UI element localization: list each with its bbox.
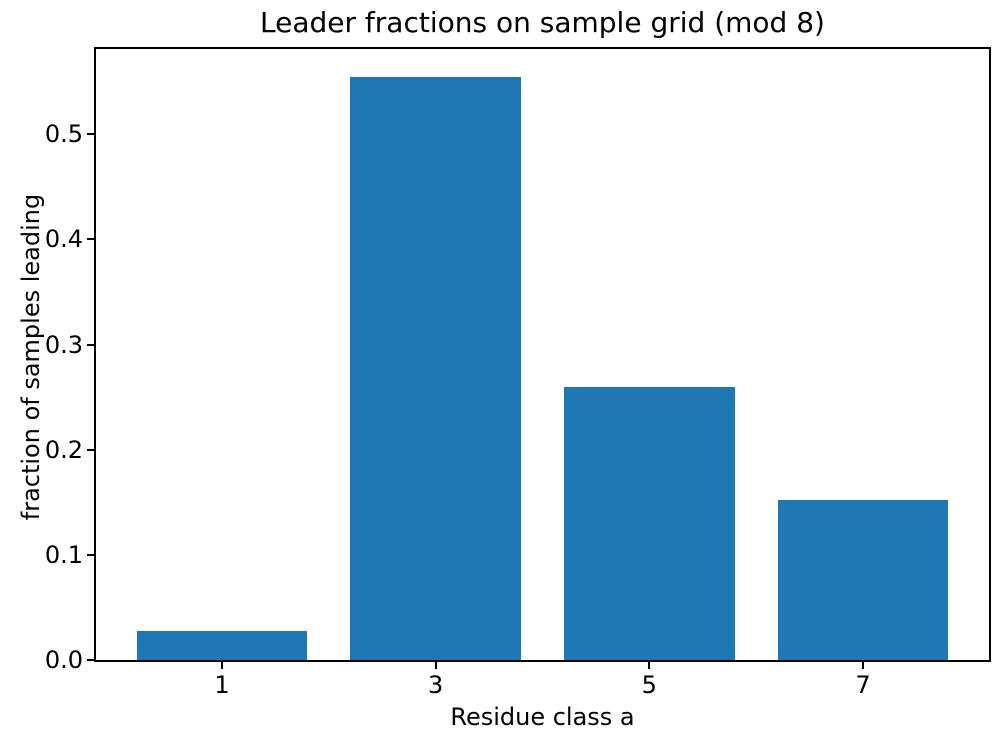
x-tick-label: 7	[855, 671, 871, 699]
x-tick-mark	[434, 662, 437, 669]
y-tick-mark	[87, 343, 94, 346]
y-tick-label: 0.3	[44, 330, 83, 359]
x-tick-mark	[861, 662, 864, 669]
x-tick-label: 5	[641, 671, 657, 699]
bar-residue-1	[136, 630, 308, 660]
x-axis: 1 3 5 7	[96, 49, 989, 697]
bar-residue-3	[350, 77, 522, 660]
chart-title: Leader fractions on sample grid (mod 8)	[260, 6, 825, 39]
bar-residue-7	[777, 500, 949, 660]
y-tick-mark	[87, 238, 94, 241]
y-axis-label: fraction of samples leading	[17, 193, 45, 521]
y-tick-mark	[87, 133, 94, 136]
bar-residue-5	[563, 386, 735, 660]
x-axis-label: Residue class a	[450, 703, 635, 731]
x-tick-mark	[648, 662, 651, 669]
y-tick-mark	[87, 659, 94, 661]
x-tick-mark	[221, 662, 224, 669]
y-tick-label: 0.1	[44, 540, 83, 569]
y-tick-label: 0.4	[44, 225, 83, 254]
y-tick-label: 0.0	[44, 646, 83, 674]
x-tick-label: 1	[214, 671, 230, 699]
y-tick-label: 0.2	[44, 435, 83, 464]
x-tick-label: 3	[428, 671, 444, 699]
y-axis: 0.0 0.1 0.2 0.3 0.4 0.5	[45, 49, 989, 672]
y-tick-mark	[87, 553, 94, 556]
y-tick-mark	[87, 448, 94, 451]
bars-layer	[96, 49, 989, 660]
y-tick-label: 0.5	[44, 120, 83, 149]
